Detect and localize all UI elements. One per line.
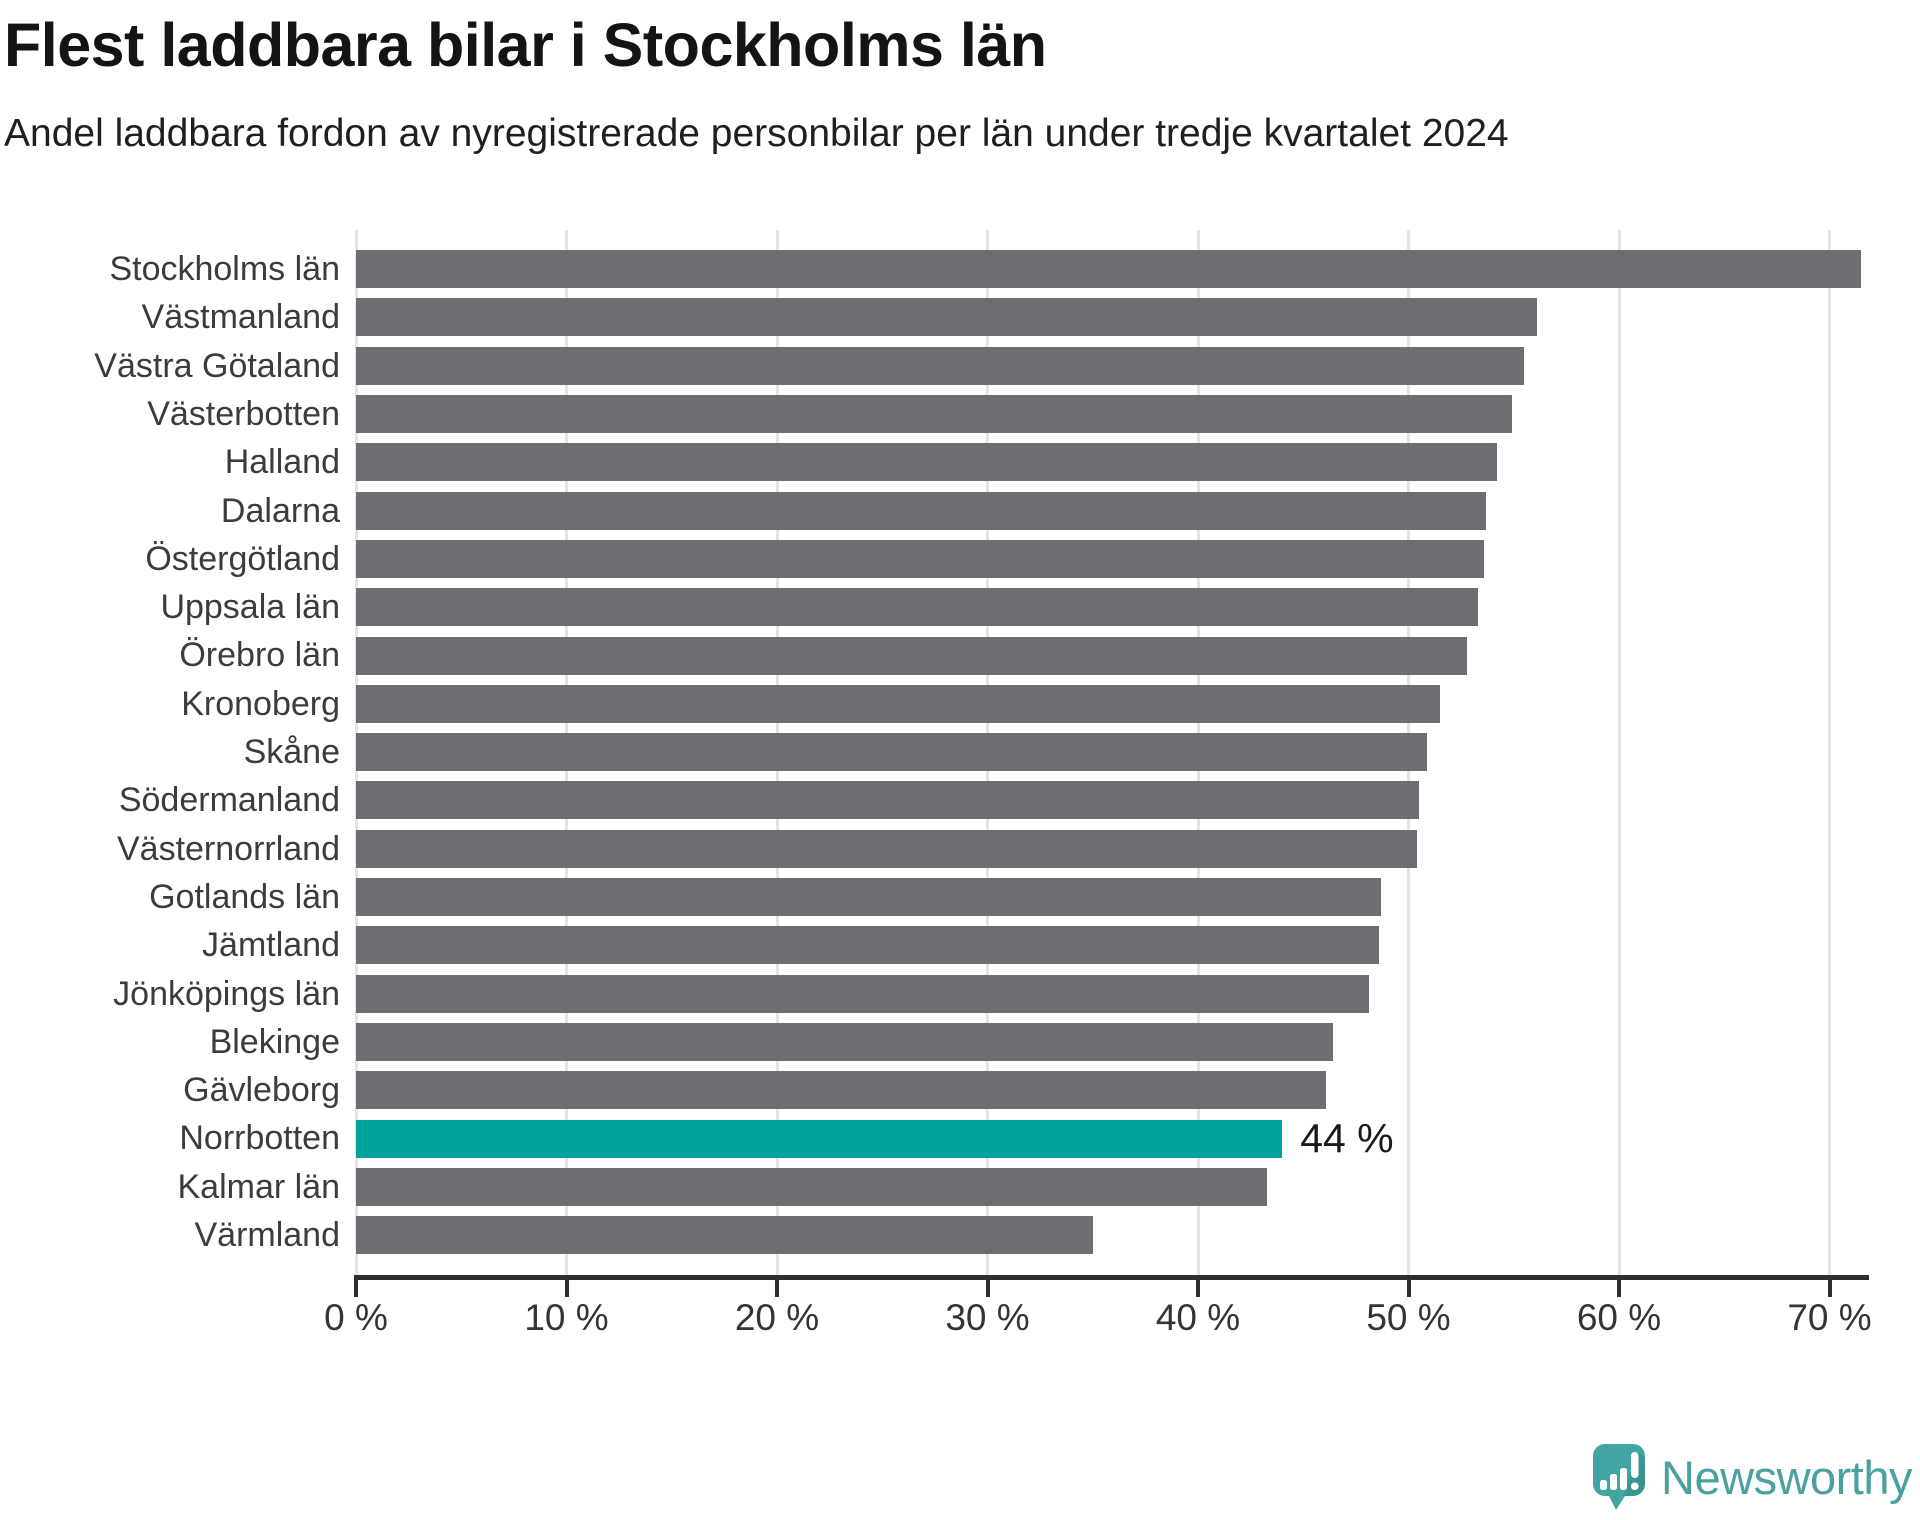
x-tick-label: 70 % — [1787, 1297, 1872, 1338]
y-axis-label: Stockholms län — [109, 250, 340, 288]
bar-highlighted — [356, 1119, 1283, 1158]
grid-line — [1828, 230, 1831, 1277]
bar — [356, 491, 1487, 530]
y-axis-label: Dalarna — [220, 491, 340, 530]
x-tick-label: 10 % — [524, 1297, 609, 1338]
y-axis-label: Västmanland — [141, 298, 340, 337]
x-axis-tick — [1196, 1277, 1200, 1297]
y-axis-label: Gotlands län — [149, 877, 340, 916]
bar — [356, 1167, 1268, 1206]
y-axis-label: Värmland — [194, 1216, 340, 1254]
x-axis-tick — [1406, 1277, 1411, 1297]
x-tick-label: 40 % — [1155, 1297, 1241, 1338]
y-axis-label: Uppsala län — [160, 588, 340, 627]
y-axis-label: Skåne — [243, 733, 340, 771]
y-axis-label: Halland — [224, 443, 340, 482]
bar — [356, 926, 1380, 965]
y-axis-label: Kronoberg — [181, 684, 340, 723]
y-axis-label: Östergötland — [145, 539, 340, 578]
bar — [356, 829, 1417, 868]
bar — [356, 250, 1862, 289]
x-tick-label: 30 % — [945, 1297, 1030, 1338]
bar — [356, 395, 1512, 434]
y-axis-label: Jönköpings län — [113, 974, 340, 1013]
y-axis-label: Gävleborg — [183, 1071, 340, 1110]
bar — [356, 878, 1382, 917]
x-tick-label: 20 % — [734, 1297, 820, 1338]
bar — [356, 1216, 1093, 1255]
newsworthy-speech-bubble-chart-icon — [1593, 1444, 1646, 1510]
y-axis-label: Blekinge — [209, 1022, 340, 1061]
bar — [356, 636, 1468, 675]
grid-line — [1617, 230, 1621, 1277]
bar — [356, 733, 1428, 772]
x-axis-tick — [775, 1277, 779, 1297]
bar — [356, 539, 1485, 578]
x-tick-label: 0 % — [324, 1297, 388, 1338]
x-axis-line — [354, 1275, 1870, 1280]
x-axis-tick — [985, 1277, 990, 1297]
y-axis-label: Örebro län — [179, 636, 340, 675]
bar — [356, 781, 1420, 820]
bar — [356, 588, 1478, 627]
x-axis-tick — [1617, 1277, 1621, 1297]
bar — [356, 298, 1537, 337]
x-tick-label: 50 % — [1366, 1297, 1451, 1338]
x-axis-tick — [354, 1277, 358, 1297]
bar — [356, 974, 1369, 1013]
y-axis-label: Norrbotten — [179, 1119, 340, 1158]
value-annotation: 44 % — [1300, 1115, 1394, 1162]
y-axis-label: Västra Götaland — [94, 346, 340, 385]
bar — [356, 443, 1497, 482]
bar — [356, 1022, 1333, 1061]
y-axis-label: Västerbotten — [147, 394, 340, 433]
newsworthy-logo: Newsworthy — [1593, 1444, 1912, 1510]
x-axis-tick — [1827, 1277, 1832, 1297]
y-axis-label: Västernorrland — [116, 829, 340, 868]
chart-title: Flest laddbara bilar i Stockholms län — [4, 11, 1047, 79]
chart-subtitle: Andel laddbara fordon av nyregistrerade … — [4, 112, 1509, 155]
bar — [356, 1071, 1327, 1110]
x-tick-label: 60 % — [1576, 1297, 1662, 1338]
newsworthy-wordmark: Newsworthy — [1661, 1450, 1912, 1504]
y-axis-label: Södermanland — [118, 781, 340, 820]
y-axis-label: Kalmar län — [177, 1167, 340, 1206]
y-axis-label: Jämtland — [202, 926, 340, 965]
x-axis-tick — [564, 1277, 569, 1297]
bar — [356, 346, 1525, 385]
bar — [356, 684, 1441, 723]
